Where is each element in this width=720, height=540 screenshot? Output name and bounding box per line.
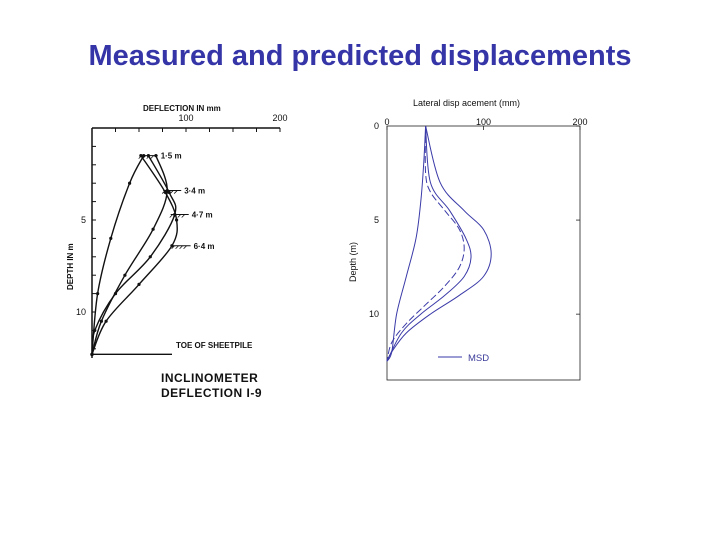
predicted-series-line <box>386 125 472 362</box>
measured-y-axis-label: DEPTH IN m <box>66 243 75 290</box>
depth-hatch <box>169 214 174 218</box>
depth-hatch <box>175 245 179 250</box>
predicted-series-line <box>386 125 492 362</box>
measured-data-point <box>151 227 155 231</box>
depth-hatch <box>161 190 166 194</box>
measured-data-point <box>123 273 127 277</box>
predicted-tick-labels: 0 100 200 0 5 10 <box>369 117 588 319</box>
measured-chart-title: DEFLECTION IN mm <box>143 104 221 113</box>
measured-data-point <box>96 292 100 296</box>
predicted-series-line <box>386 125 465 362</box>
measured-data-point <box>109 236 113 240</box>
measured-data-point <box>175 218 179 222</box>
predicted-y-tick-label: 5 <box>374 215 379 225</box>
depth-label: 1·5 m <box>161 152 182 161</box>
measured-y-tick-label: 10 <box>76 307 86 317</box>
depth-hatch <box>146 155 150 159</box>
predicted-series <box>386 125 492 362</box>
depth-hatch <box>173 214 178 218</box>
depth-hatch <box>169 190 174 194</box>
depth-hatch <box>150 155 154 159</box>
measured-depth-labels: 1·5 m 3·4 m 4·7 m 6·4 m <box>92 152 215 356</box>
measured-series <box>90 154 179 356</box>
caption-line-2: DEFLECTION I-9 <box>161 386 262 400</box>
measured-data-point <box>128 181 132 185</box>
measured-data-point <box>93 328 97 332</box>
predicted-chart: Lateral disp acement (mm) Depth (m) 0 100… <box>348 98 588 381</box>
depth-label: 4·7 m <box>192 210 213 219</box>
predicted-series-line <box>386 125 427 362</box>
depth-hatch <box>177 214 182 218</box>
measured-tick-labels: 100 200 5 10 <box>76 113 288 317</box>
depth-hatch <box>138 155 142 159</box>
measured-chart: DEFLECTION IN mm DEPTH IN m 100 200 5 10 1·… <box>66 104 288 400</box>
depth-label: 3·4 m <box>184 187 205 196</box>
measured-data-point <box>137 282 141 286</box>
predicted-x-tick-label: 100 <box>476 117 491 127</box>
legend-label: MSD <box>468 353 489 364</box>
toe-of-sheetpile-label: TOE OF SHEETPILE <box>176 341 253 350</box>
predicted-x-tick-label: 200 <box>572 117 587 127</box>
depth-hatch <box>181 214 186 218</box>
depth-hatch <box>183 245 187 250</box>
measured-axes <box>91 127 281 358</box>
measured-data-point <box>170 244 174 248</box>
predicted-y-axis-label: Depth (m) <box>348 242 358 282</box>
measured-series-line <box>91 155 178 355</box>
predicted-plot-frame <box>386 125 581 381</box>
predicted-y-tick-label: 0 <box>374 121 379 131</box>
depth-hatch <box>142 155 146 159</box>
measured-data-point <box>148 255 152 259</box>
predicted-y-tick-label: 10 <box>369 309 379 319</box>
measured-y-tick-label: 5 <box>81 215 86 225</box>
depth-hatch <box>171 245 175 250</box>
page-title: Measured and predicted displacements <box>88 40 632 72</box>
measured-x-tick-label: 200 <box>272 113 287 123</box>
depth-label: 6·4 m <box>194 242 215 251</box>
predicted-x-tick-label: 0 <box>384 117 389 127</box>
depth-hatch <box>179 245 183 250</box>
predicted-chart-title: Lateral disp acement (mm) <box>413 98 520 108</box>
depth-hatch <box>173 190 178 194</box>
measured-x-tick-label: 100 <box>178 113 193 123</box>
measured-data-point <box>99 319 103 323</box>
measured-data-point <box>113 292 118 296</box>
depth-hatch <box>165 190 170 194</box>
predicted-legend: MSD <box>438 353 489 364</box>
caption-line-1: INCLINOMETER <box>161 371 258 385</box>
measured-data-point <box>104 319 108 323</box>
